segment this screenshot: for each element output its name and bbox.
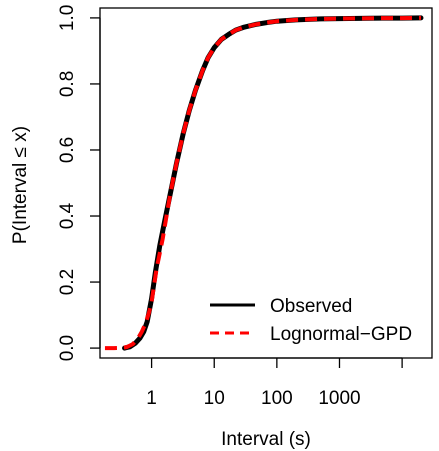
y-tick-label: 0.0 [57, 335, 78, 361]
x-axis-label: Interval (s) [221, 429, 311, 450]
y-tick-label: 0.8 [57, 71, 78, 97]
y-tick-label: 1.0 [57, 5, 78, 31]
x-tick-label: 1000 [318, 388, 360, 409]
series-line-lognormal-gpd [104, 15, 421, 351]
y-axis-label: P(Interval ≤ x) [10, 126, 31, 244]
y-tick-label: 0.4 [57, 202, 78, 229]
y-tick-label: 0.2 [57, 269, 78, 295]
legend: Observed Lognormal−GPD [210, 296, 412, 345]
x-tick-label: 1 [146, 388, 157, 409]
x-tick-label: 100 [261, 388, 293, 409]
x-tick-label: 10 [204, 388, 225, 409]
x-axis: 1 10 100 1000 [146, 357, 403, 409]
y-axis: 0.0 0.2 0.4 0.6 0.8 1.0 [57, 5, 101, 361]
legend-label-lognormal-gpd: Lognormal−GPD [270, 324, 412, 345]
y-tick-label: 0.6 [57, 137, 78, 163]
y-axis-label-symbol: ≤ [10, 147, 31, 157]
legend-label-observed: Observed [270, 296, 352, 317]
